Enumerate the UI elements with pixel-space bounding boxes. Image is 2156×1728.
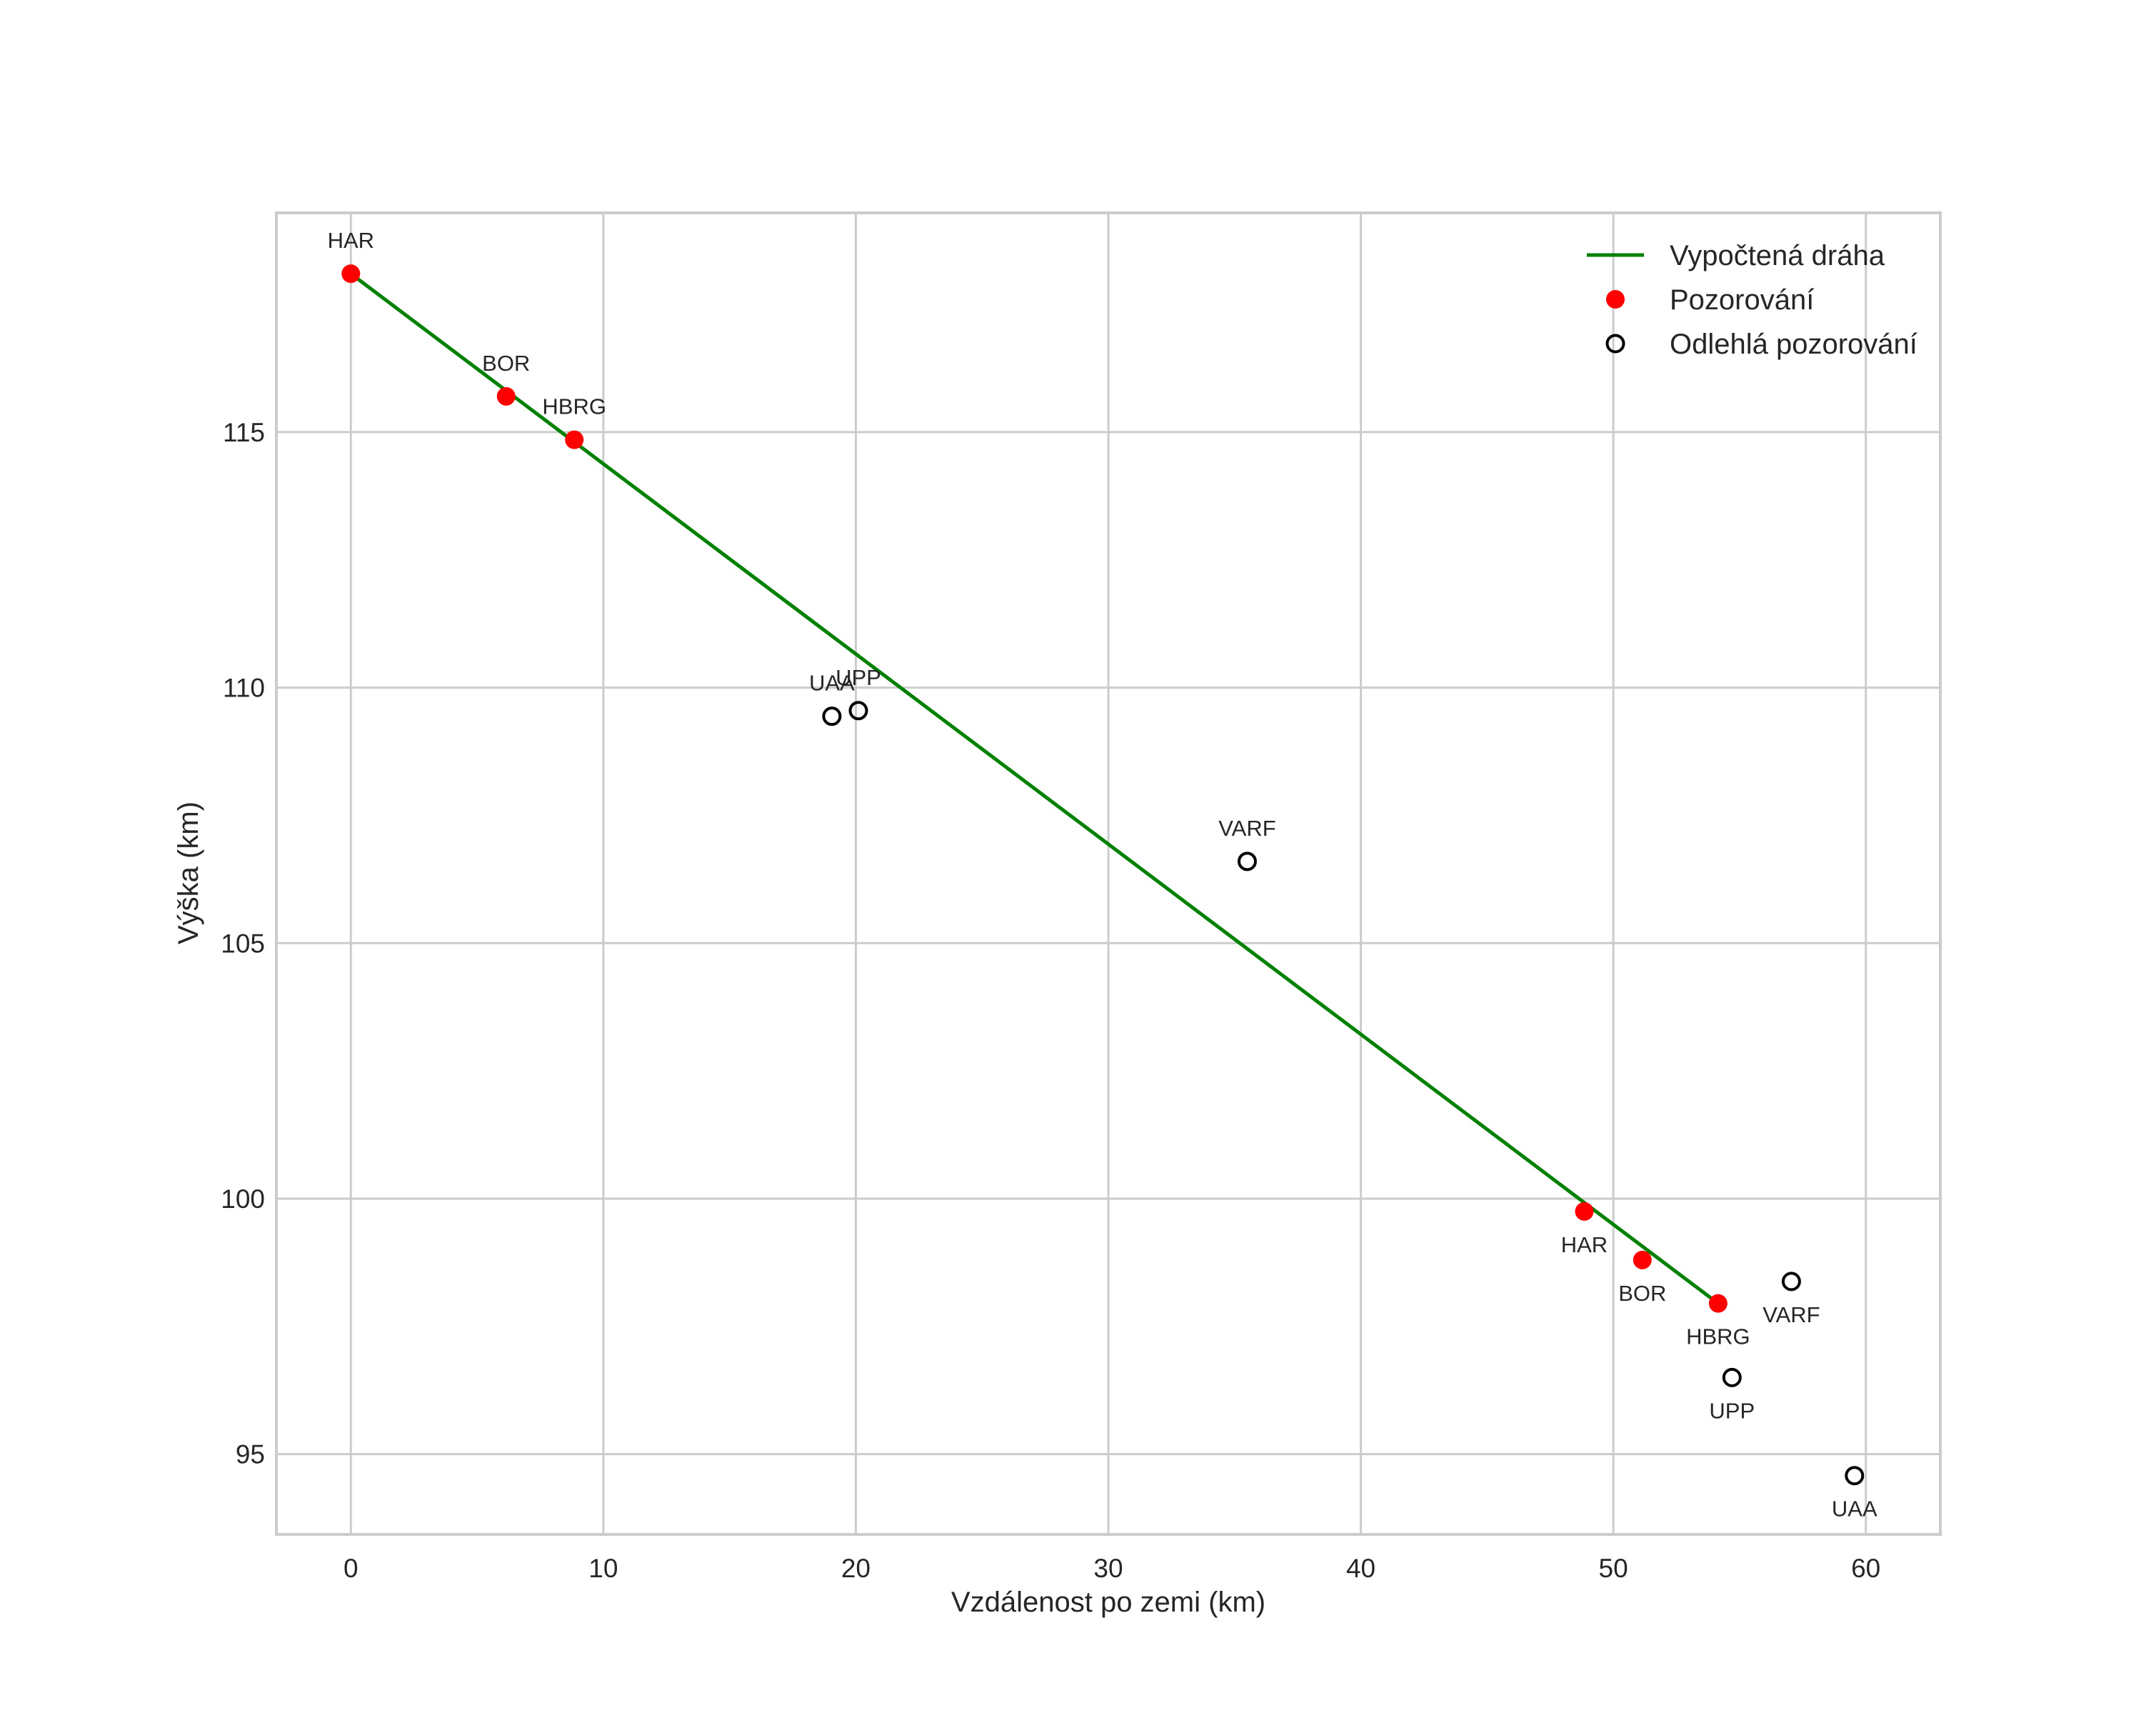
legend-filled-circle-icon [1606, 290, 1625, 309]
grid [276, 213, 1940, 1534]
observation-point [496, 386, 516, 406]
legend-open-circle-icon [1605, 334, 1625, 354]
x-tick-label: 0 [344, 1554, 359, 1583]
station-label: HAR [1561, 1232, 1608, 1257]
observation-point [1708, 1294, 1728, 1313]
outlier-point [1722, 1367, 1742, 1387]
legend-item: Vypočtená dráha [1587, 240, 1885, 271]
station-label: BOR [482, 351, 530, 376]
observations [341, 264, 1728, 1313]
observation-point [565, 430, 584, 449]
legend-label: Odlehlá pozorování [1670, 329, 1917, 360]
station-label: UPP [836, 665, 881, 690]
station-label: UPP [1709, 1398, 1755, 1423]
y-axis-label: Výška (km) [173, 801, 204, 944]
outlier-point [1781, 1272, 1801, 1292]
outlier-observations [822, 701, 1865, 1486]
x-tick-label: 30 [1093, 1554, 1123, 1583]
outlier-point [848, 701, 868, 721]
observation-point [341, 264, 361, 284]
legend-label: Vypočtená dráha [1670, 240, 1885, 271]
observation-point [1575, 1202, 1594, 1221]
station-label: VARF [1763, 1302, 1820, 1327]
x-tick-label: 60 [1851, 1554, 1880, 1583]
station-label: HBRG [1686, 1324, 1750, 1349]
y-tick-label: 95 [236, 1440, 265, 1469]
x-tick-label: 50 [1599, 1554, 1628, 1583]
legend-item: Odlehlá pozorování [1605, 329, 1917, 360]
station-label: HBRG [542, 394, 606, 419]
station-label: UAA [809, 671, 855, 696]
x-axis-ticks: 0 10 20 30 40 50 60 [344, 1554, 1880, 1583]
y-tick-label: 115 [223, 418, 265, 447]
x-axis-label: Vzdálenost po zemi (km) [951, 1587, 1265, 1618]
legend: Vypočtená dráha Pozorování Odlehlá pozorov… [1587, 240, 1917, 360]
outlier-point [822, 706, 842, 726]
y-tick-label: 105 [221, 929, 265, 958]
station-label: BOR [1618, 1281, 1666, 1306]
plot-frame [275, 211, 1942, 1536]
y-axis-ticks: 95 100 105 110 115 [221, 418, 265, 1469]
station-label: HAR [328, 228, 374, 253]
outlier-point [1237, 851, 1257, 872]
legend-item: Pozorování [1606, 284, 1814, 316]
observation-point [1633, 1250, 1652, 1269]
x-tick-label: 40 [1346, 1554, 1375, 1583]
x-tick-label: 20 [841, 1554, 871, 1583]
station-label: VARF [1218, 816, 1275, 841]
x-tick-label: 10 [588, 1554, 618, 1583]
outlier-point [1845, 1466, 1865, 1486]
y-tick-label: 100 [221, 1184, 265, 1214]
legend-label: Pozorování [1670, 284, 1814, 316]
station-label: UAA [1832, 1497, 1877, 1522]
y-tick-label: 110 [223, 674, 265, 703]
